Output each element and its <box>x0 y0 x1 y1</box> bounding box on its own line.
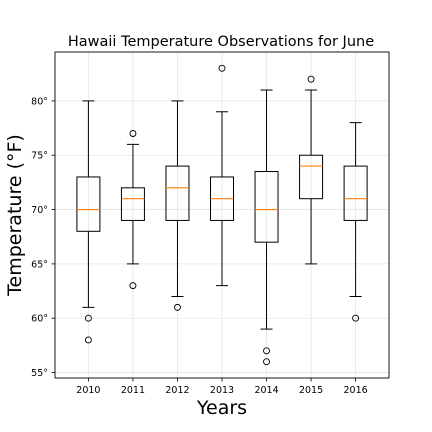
y-tick-label: 75° <box>31 151 48 162</box>
x-tick-label: 2016 <box>344 385 368 396</box>
iqr-box <box>120 187 145 221</box>
y-tick-label: 80° <box>31 96 48 107</box>
box-group-2012 <box>165 100 190 311</box>
box-group-2013 <box>210 64 234 287</box>
outlier-point <box>174 303 181 311</box>
box-group-2014 <box>254 89 279 366</box>
outlier-point <box>263 358 270 366</box>
outlier-point <box>129 282 137 290</box>
y-tick-label: 70° <box>31 205 48 216</box>
x-tick-label: 2011 <box>121 385 145 396</box>
outlier-point <box>84 314 92 322</box>
iqr-box <box>165 165 190 221</box>
box-group-2011 <box>120 130 145 290</box>
outlier-point <box>129 130 137 137</box>
outlier-point <box>352 314 360 322</box>
iqr-box <box>343 165 368 221</box>
y-tick-label: 60° <box>31 314 48 325</box>
iqr-box <box>254 171 279 243</box>
plot-layer <box>76 64 368 366</box>
outlier-point <box>263 347 270 355</box>
outlier-point <box>84 336 92 344</box>
outlier-point <box>218 64 226 72</box>
grid-layer <box>55 52 389 378</box>
y-tick-label: 65° <box>31 259 48 270</box>
x-tick-label: 2014 <box>254 385 278 396</box>
y-axis-label: Temperature (°F) <box>4 134 26 297</box>
chart-title: Hawaii Temperature Observations for June <box>68 34 374 50</box>
outlier-point <box>307 75 315 83</box>
tick-layer: 55° 60° 65° 70° 75° 80° 2010 2011 2012 2013 2014 20… <box>31 96 368 396</box>
x-tick-label: 2010 <box>76 385 100 396</box>
x-tick-label: 2012 <box>165 385 189 396</box>
y-tick-label: 55° <box>31 368 48 379</box>
box-group-2015 <box>299 75 324 265</box>
x-tick-label: 2013 <box>210 385 234 396</box>
iqr-box <box>299 154 324 200</box>
box-group-2016 <box>343 122 368 322</box>
box-group-2010 <box>76 100 101 344</box>
x-tick-label: 2015 <box>299 385 323 396</box>
x-axis-label: Years <box>196 397 247 419</box>
iqr-box <box>76 176 101 232</box>
